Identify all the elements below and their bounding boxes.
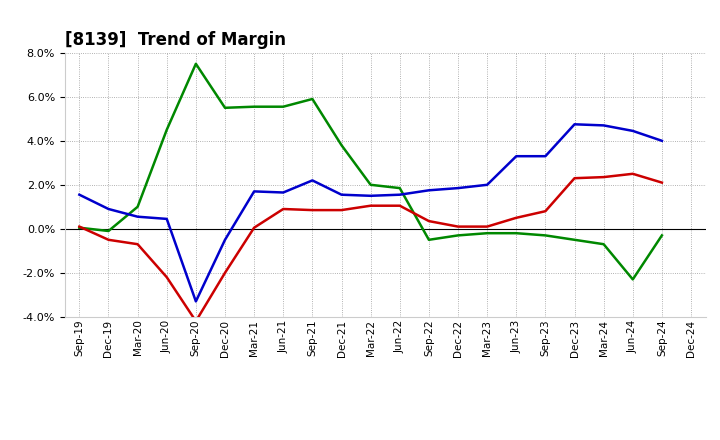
- Ordinary Income: [599, 123, 608, 128]
- Net Income: [512, 215, 521, 220]
- Ordinary Income: [629, 128, 637, 134]
- Ordinary Income: [454, 186, 462, 191]
- Ordinary Income: [366, 193, 375, 198]
- Net Income: [163, 275, 171, 280]
- Net Income: [192, 319, 200, 324]
- Operating Cashflow: [220, 105, 229, 110]
- Operating Cashflow: [629, 277, 637, 282]
- Ordinary Income: [250, 189, 258, 194]
- Net Income: [425, 218, 433, 224]
- Net Income: [541, 209, 550, 214]
- Net Income: [75, 224, 84, 229]
- Line: Operating Cashflow: Operating Cashflow: [79, 64, 662, 279]
- Line: Ordinary Income: Ordinary Income: [79, 124, 662, 301]
- Net Income: [308, 207, 317, 213]
- Ordinary Income: [75, 192, 84, 197]
- Ordinary Income: [512, 154, 521, 159]
- Operating Cashflow: [599, 242, 608, 247]
- Operating Cashflow: [337, 143, 346, 148]
- Line: Net Income: Net Income: [79, 174, 662, 321]
- Ordinary Income: [541, 154, 550, 159]
- Ordinary Income: [425, 187, 433, 193]
- Net Income: [250, 225, 258, 231]
- Net Income: [599, 174, 608, 180]
- Ordinary Income: [279, 190, 287, 195]
- Net Income: [570, 176, 579, 181]
- Ordinary Income: [192, 299, 200, 304]
- Ordinary Income: [395, 192, 404, 197]
- Operating Cashflow: [425, 237, 433, 242]
- Operating Cashflow: [75, 225, 84, 231]
- Net Income: [279, 206, 287, 212]
- Ordinary Income: [308, 178, 317, 183]
- Operating Cashflow: [104, 228, 113, 234]
- Ordinary Income: [133, 214, 142, 219]
- Operating Cashflow: [657, 233, 666, 238]
- Operating Cashflow: [250, 104, 258, 109]
- Operating Cashflow: [570, 237, 579, 242]
- Net Income: [220, 270, 229, 275]
- Net Income: [454, 224, 462, 229]
- Operating Cashflow: [133, 204, 142, 209]
- Net Income: [483, 224, 492, 229]
- Ordinary Income: [657, 138, 666, 143]
- Text: [8139]  Trend of Margin: [8139] Trend of Margin: [65, 31, 286, 49]
- Net Income: [133, 242, 142, 247]
- Ordinary Income: [570, 121, 579, 127]
- Net Income: [629, 171, 637, 176]
- Operating Cashflow: [454, 233, 462, 238]
- Net Income: [337, 207, 346, 213]
- Net Income: [657, 180, 666, 185]
- Operating Cashflow: [395, 186, 404, 191]
- Operating Cashflow: [308, 96, 317, 102]
- Operating Cashflow: [163, 127, 171, 132]
- Operating Cashflow: [279, 104, 287, 109]
- Ordinary Income: [337, 192, 346, 197]
- Ordinary Income: [483, 182, 492, 187]
- Ordinary Income: [163, 216, 171, 221]
- Operating Cashflow: [541, 233, 550, 238]
- Operating Cashflow: [512, 231, 521, 236]
- Ordinary Income: [104, 206, 113, 212]
- Net Income: [395, 203, 404, 208]
- Operating Cashflow: [192, 61, 200, 66]
- Ordinary Income: [220, 237, 229, 242]
- Operating Cashflow: [483, 231, 492, 236]
- Operating Cashflow: [366, 182, 375, 187]
- Net Income: [366, 203, 375, 208]
- Net Income: [104, 237, 113, 242]
